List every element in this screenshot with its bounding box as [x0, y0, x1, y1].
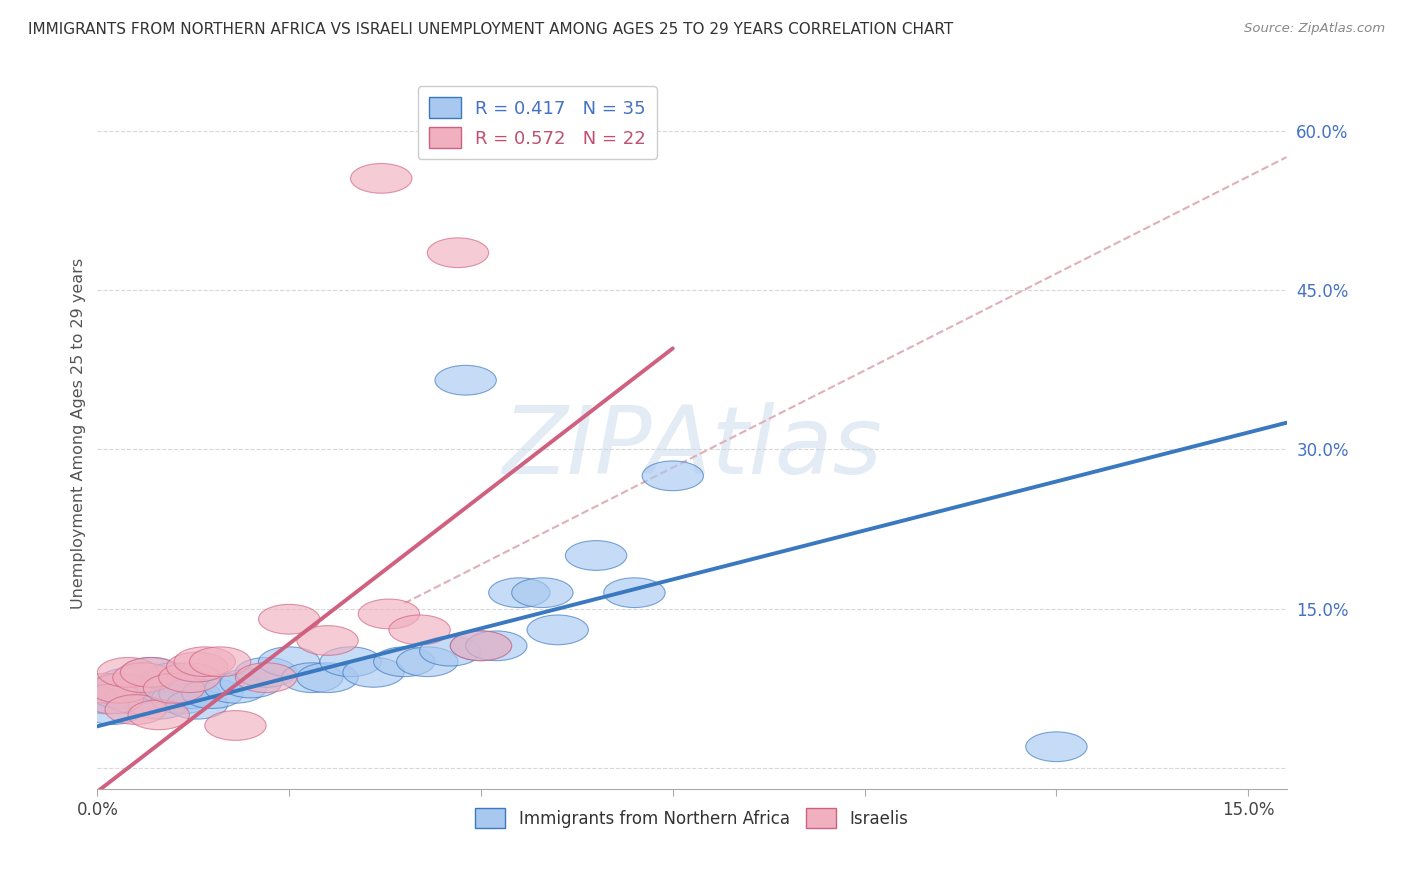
Ellipse shape: [235, 657, 297, 687]
Ellipse shape: [221, 668, 281, 698]
Ellipse shape: [105, 695, 166, 724]
Ellipse shape: [143, 673, 205, 703]
Ellipse shape: [181, 679, 243, 708]
Y-axis label: Unemployment Among Ages 25 to 29 years: Unemployment Among Ages 25 to 29 years: [72, 258, 86, 609]
Legend: Immigrants from Northern Africa, Israelis: Immigrants from Northern Africa, Israeli…: [468, 802, 915, 834]
Ellipse shape: [121, 657, 181, 687]
Ellipse shape: [174, 647, 235, 677]
Ellipse shape: [205, 711, 266, 740]
Ellipse shape: [643, 461, 703, 491]
Ellipse shape: [75, 684, 136, 714]
Ellipse shape: [97, 668, 159, 698]
Ellipse shape: [396, 647, 458, 677]
Ellipse shape: [166, 652, 228, 681]
Ellipse shape: [450, 631, 512, 661]
Ellipse shape: [205, 673, 266, 703]
Ellipse shape: [128, 700, 190, 730]
Ellipse shape: [97, 657, 159, 687]
Ellipse shape: [259, 605, 319, 634]
Ellipse shape: [434, 366, 496, 395]
Ellipse shape: [166, 690, 228, 719]
Ellipse shape: [75, 673, 136, 703]
Ellipse shape: [350, 163, 412, 194]
Ellipse shape: [427, 238, 489, 268]
Ellipse shape: [512, 578, 574, 607]
Ellipse shape: [190, 647, 250, 677]
Ellipse shape: [374, 647, 434, 677]
Ellipse shape: [389, 615, 450, 645]
Text: Source: ZipAtlas.com: Source: ZipAtlas.com: [1244, 22, 1385, 36]
Ellipse shape: [489, 578, 550, 607]
Ellipse shape: [527, 615, 588, 645]
Ellipse shape: [450, 631, 512, 661]
Text: IMMIGRANTS FROM NORTHERN AFRICA VS ISRAELI UNEMPLOYMENT AMONG AGES 25 TO 29 YEAR: IMMIGRANTS FROM NORTHERN AFRICA VS ISRAE…: [28, 22, 953, 37]
Ellipse shape: [259, 647, 319, 677]
Ellipse shape: [565, 541, 627, 570]
Ellipse shape: [159, 663, 221, 692]
Ellipse shape: [82, 684, 143, 714]
Ellipse shape: [90, 673, 150, 703]
Ellipse shape: [465, 631, 527, 661]
Ellipse shape: [112, 673, 174, 703]
Ellipse shape: [297, 625, 359, 656]
Ellipse shape: [105, 684, 166, 714]
Ellipse shape: [297, 663, 359, 692]
Ellipse shape: [128, 690, 190, 719]
Ellipse shape: [150, 684, 212, 714]
Ellipse shape: [419, 636, 481, 666]
Ellipse shape: [90, 679, 150, 708]
Text: ZIPAtlas: ZIPAtlas: [502, 402, 882, 493]
Ellipse shape: [112, 663, 174, 692]
Ellipse shape: [319, 647, 381, 677]
Ellipse shape: [159, 679, 221, 708]
Ellipse shape: [359, 599, 419, 629]
Ellipse shape: [343, 657, 405, 687]
Ellipse shape: [121, 657, 181, 687]
Ellipse shape: [143, 663, 205, 692]
Ellipse shape: [1026, 731, 1087, 762]
Ellipse shape: [603, 578, 665, 607]
Ellipse shape: [136, 673, 197, 703]
Ellipse shape: [235, 663, 297, 692]
Ellipse shape: [281, 663, 343, 692]
Ellipse shape: [82, 695, 143, 724]
